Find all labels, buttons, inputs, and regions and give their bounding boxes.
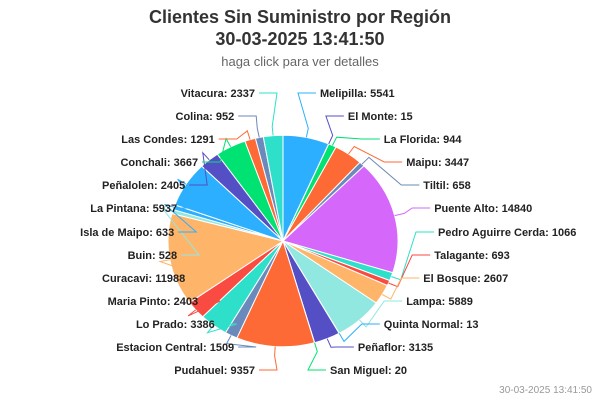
connector-la-florida — [331, 136, 380, 146]
data-label-pudahuel: Pudahuel: 9357 — [174, 365, 255, 377]
data-label-lo-prado: Lo Prado: 3386 — [136, 319, 215, 331]
data-label-maipu: Maipu: 3447 — [406, 157, 469, 169]
connector-la-pintana — [177, 178, 201, 209]
data-labels: Melipilla: 5541 El Monte: 15 La Florida: 9… — [80, 88, 576, 377]
data-label-penaflor: Peñaflor: 3135 — [358, 342, 433, 354]
data-label-talagante: Talagante: 693 — [434, 250, 510, 262]
data-label-la-pintana: La Pintana: 5937 — [90, 203, 177, 215]
chart-subtitle[interactable]: haga click para ver detalles — [221, 54, 379, 69]
connector-melipilla — [297, 92, 316, 138]
connector-pedro-aguirre-cerda — [391, 231, 434, 281]
data-label-colina: Colina: 952 — [176, 111, 235, 123]
data-label-melipilla: Melipilla: 5541 — [320, 88, 395, 100]
chart-title-line1: Clientes Sin Suministro por Región — [148, 7, 452, 27]
connector-talagante — [388, 254, 431, 288]
data-label-curacavi: Curacavi: 11988 — [102, 273, 185, 285]
connector-conchali — [202, 137, 232, 163]
connector-penaflor — [326, 338, 354, 348]
chart-title-line2: 30-03-2025 13:41:50 — [215, 29, 385, 49]
connector-lampa — [359, 300, 403, 328]
pie-slice-pudahuel[interactable] — [236, 239, 316, 348]
connector-las-condes — [218, 129, 251, 140]
connector-puente-alto — [394, 207, 431, 217]
data-label-buin: Buin: 528 — [128, 250, 178, 262]
data-label-las-condes: Las Condes: 1291 — [121, 134, 215, 146]
connector-pudahuel — [259, 346, 278, 371]
data-label-san-miguel: San Miguel: 20 — [330, 365, 407, 377]
connector-quinta-normal — [338, 323, 380, 343]
connector-isla-de-maipo — [164, 203, 198, 233]
connector-maria-pinto — [187, 300, 221, 317]
data-label-la-florida: La Florida: 944 — [384, 134, 463, 146]
data-label-el-bosque: El Bosque: 2607 — [423, 273, 508, 285]
pie-slices — [167, 134, 399, 348]
connector-maipu — [348, 145, 403, 163]
data-label-isla-de-maipo: Isla de Maipo: 633 — [80, 227, 174, 239]
data-label-vitacura: Vitacura: 2337 — [181, 88, 255, 100]
chart-title: Clientes Sin Suministro por Región 30-03… — [0, 6, 600, 50]
data-label-penalolen: Peñalolen: 2405 — [102, 180, 185, 192]
pie-slice-puente-alto[interactable] — [282, 165, 399, 274]
data-label-maria-pinto: Maria Pinto: 2403 — [108, 296, 198, 308]
data-label-estacion-central: Estacion Central: 1509 — [116, 342, 234, 354]
connector-colina — [238, 115, 260, 138]
data-label-quinta-normal: Quinta Normal: 13 — [384, 319, 479, 331]
data-label-puente-alto: Puente Alto: 14840 — [434, 203, 532, 215]
chart-credit-timestamp: 30-03-2025 13:41:50 — [499, 385, 592, 396]
connector-estacion-central — [225, 335, 257, 348]
connector-curacavi — [158, 259, 208, 279]
data-label-conchali: Conchali: 3667 — [120, 157, 198, 169]
data-label-pedro-aguirre-cerda: Pedro Aguirre Cerda: 1066 — [438, 227, 576, 239]
connector-tiltil — [361, 156, 420, 186]
connector-penalolen — [189, 151, 210, 186]
connector-san-miguel — [307, 342, 326, 371]
connector-el-bosque — [381, 277, 420, 300]
data-label-tiltil: Tiltil: 658 — [423, 180, 470, 192]
connector-vitacura — [259, 92, 278, 136]
data-label-el-monte: El Monte: 15 — [348, 111, 413, 123]
connector-lo-prado — [206, 323, 237, 334]
data-label-lampa: Lampa: 5889 — [406, 296, 473, 308]
connector-el-monte — [325, 115, 344, 145]
